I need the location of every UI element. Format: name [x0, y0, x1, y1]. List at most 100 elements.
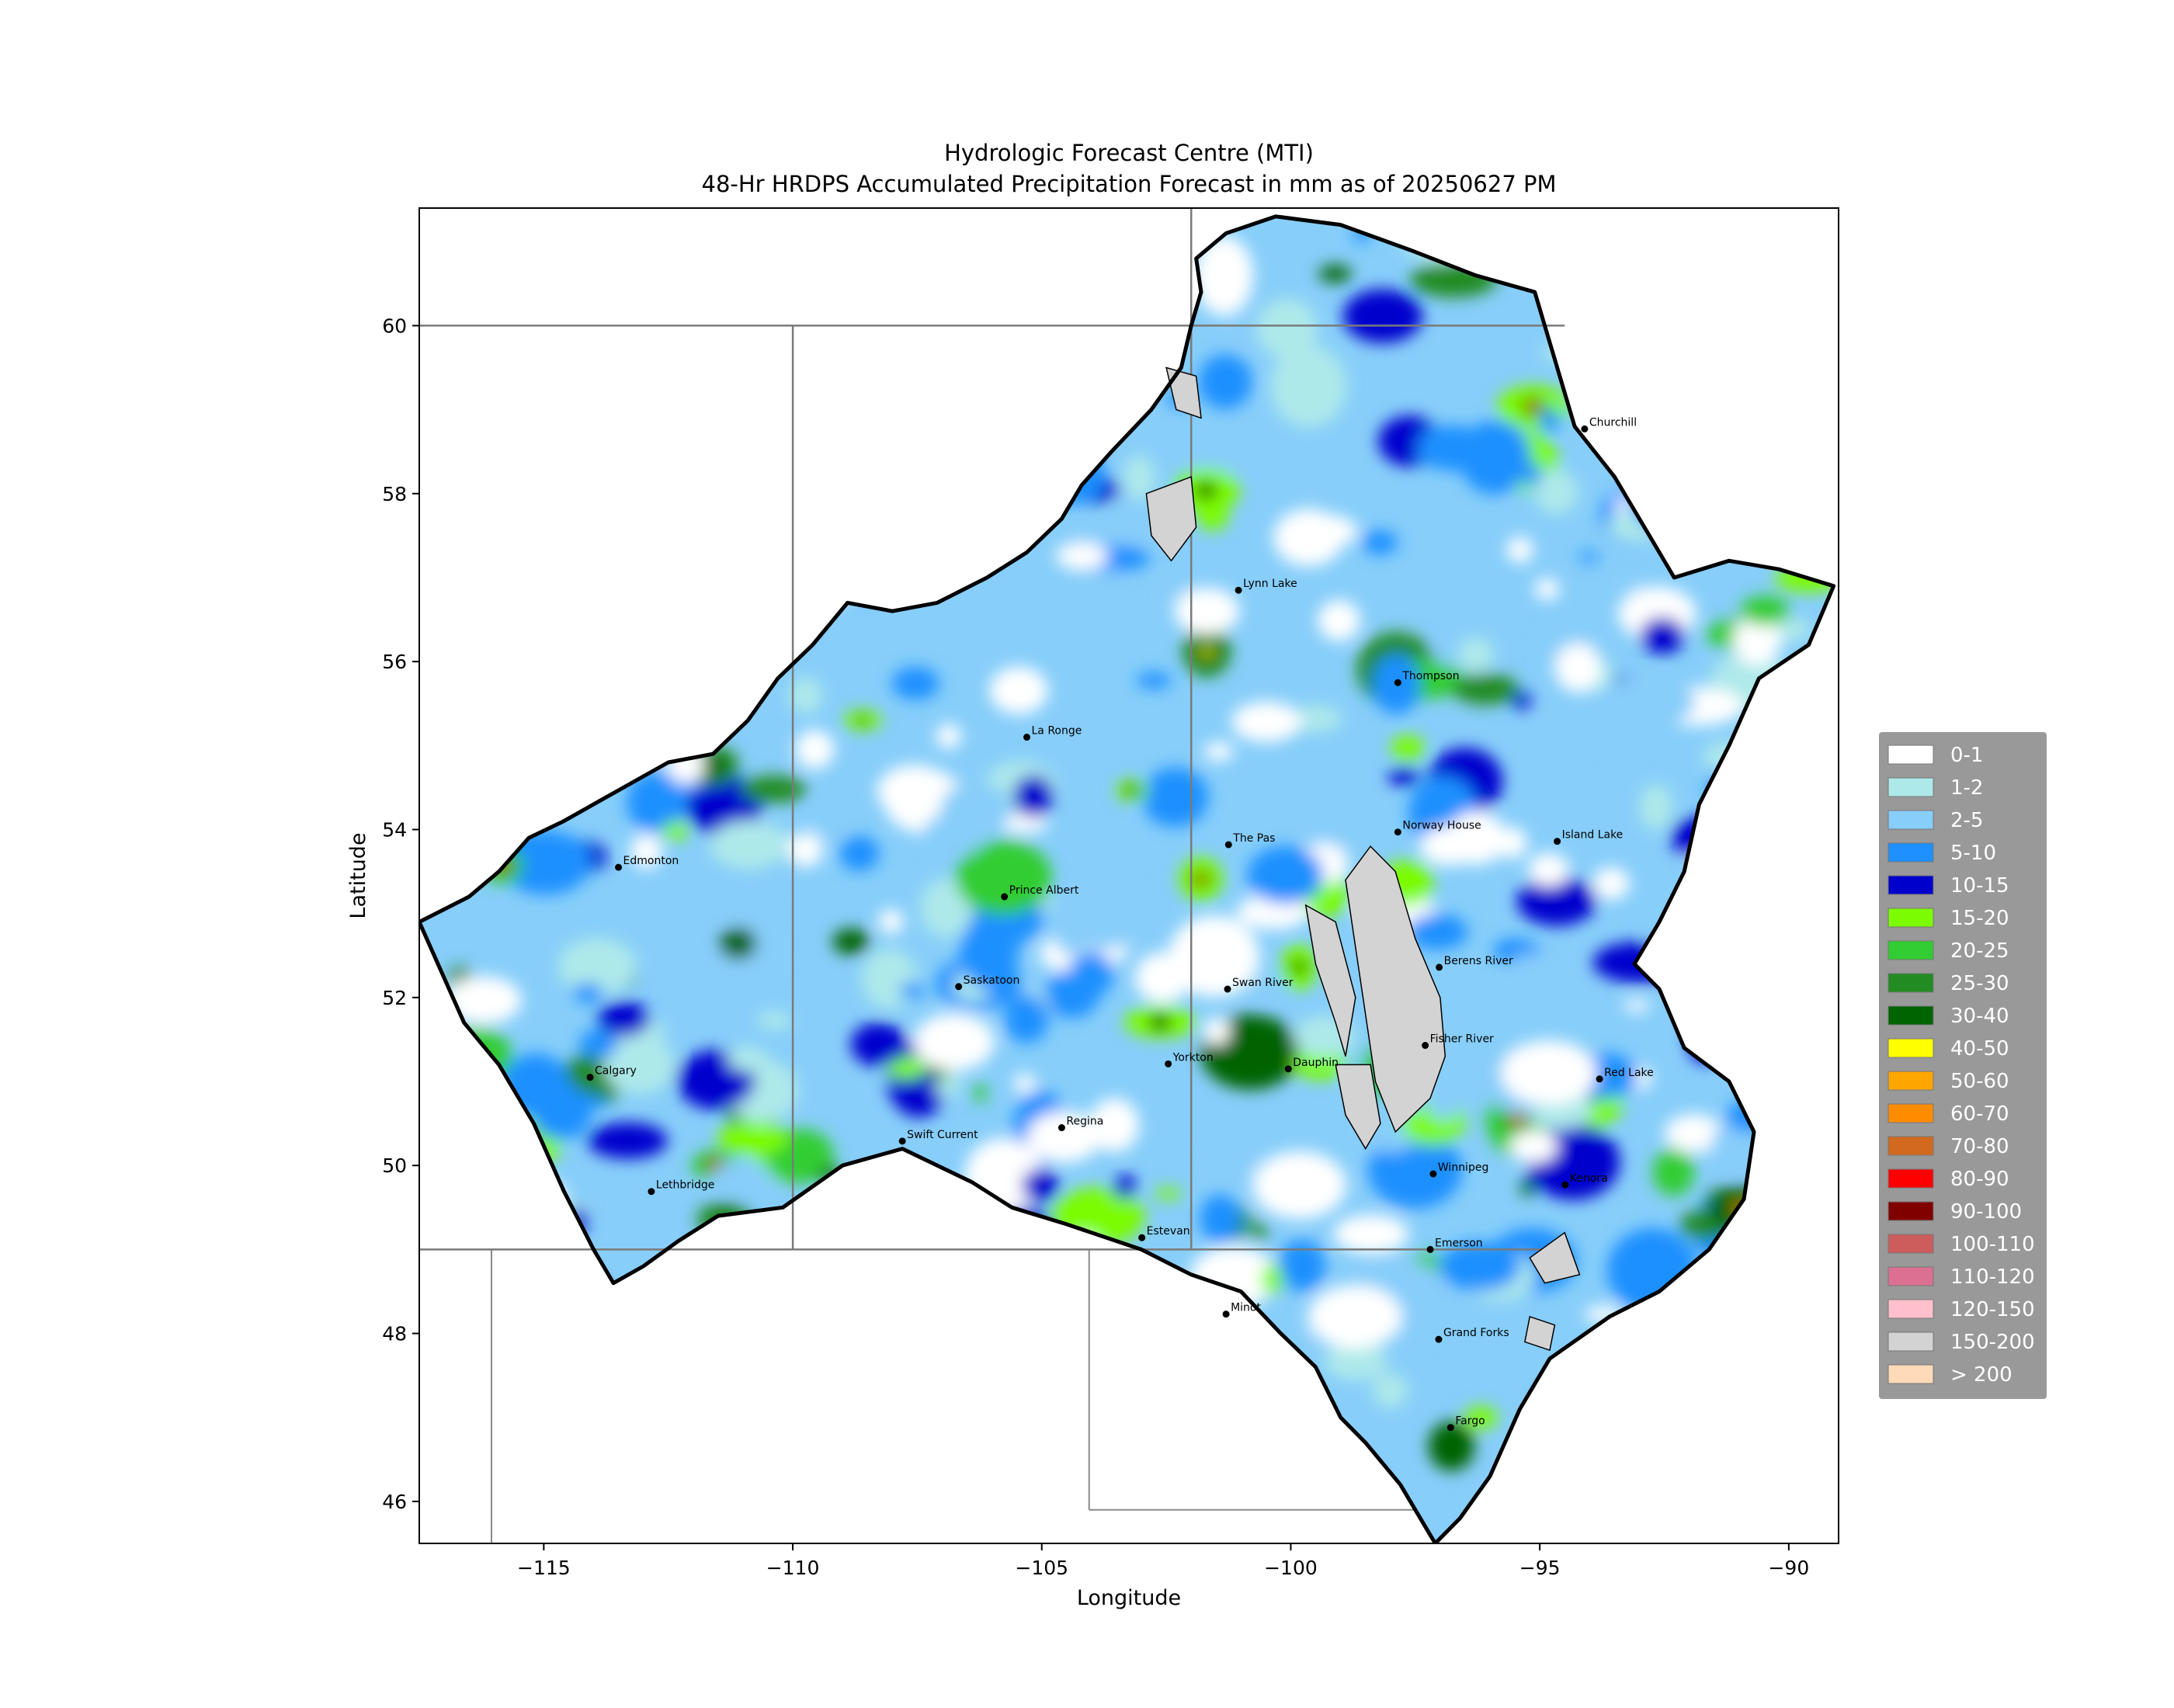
- legend-label: 150-200: [1950, 1331, 2035, 1354]
- x-tick-label: −105: [1015, 1557, 1068, 1579]
- precip-cell: [1278, 1240, 1326, 1292]
- city-dot: [615, 863, 623, 871]
- lake: [1165, 366, 1202, 419]
- precip-cell: [1417, 425, 1487, 471]
- precip-cell: [1387, 766, 1420, 786]
- city-swift-current: Swift Current: [898, 1129, 978, 1145]
- legend-background: [1879, 732, 2047, 1399]
- legend-swatch: [1887, 810, 1934, 830]
- precip-cell: [1603, 676, 1695, 728]
- precip-cell: [1207, 1146, 1257, 1176]
- legend-swatch: [1887, 1299, 1934, 1319]
- precip-core: [1290, 960, 1308, 974]
- legend-label: 60-70: [1950, 1102, 2009, 1126]
- y-tick-label: 52: [382, 987, 407, 1009]
- legend-swatch: [1887, 1168, 1934, 1189]
- y-tick-label: 58: [382, 483, 407, 505]
- city-label: Prince Albert: [1009, 884, 1079, 897]
- precip-cell: [1203, 741, 1234, 762]
- precip-cell: [597, 1001, 650, 1037]
- precip-cell: [922, 812, 987, 856]
- precip-cell: [1428, 1421, 1475, 1471]
- precip-cell: [1247, 845, 1324, 904]
- precip-cell: [886, 1056, 927, 1080]
- city-dot: [1436, 963, 1443, 971]
- y-tick-label: 56: [382, 651, 407, 673]
- legend-item: 30-40: [1887, 1005, 2009, 1028]
- title-line-1: Hydrologic Forecast Centre (MTI): [944, 140, 1314, 166]
- city-dot: [1057, 1124, 1065, 1132]
- lake: [1524, 1315, 1556, 1352]
- legend-label: 0-1: [1950, 744, 1983, 767]
- city-dauphin: Dauphin: [1284, 1057, 1339, 1073]
- city-yorkton: Yorkton: [1165, 1051, 1214, 1068]
- city-label: Swift Current: [907, 1129, 978, 1141]
- legend-item: 60-70: [1887, 1102, 2009, 1126]
- precip-cell: [1495, 827, 1527, 859]
- precip-cell: [740, 882, 766, 901]
- city-label: Norway House: [1402, 820, 1481, 832]
- city-fargo: Fargo: [1446, 1415, 1485, 1432]
- precip-cell: [1000, 814, 1049, 833]
- legend-swatch: [1887, 1266, 1934, 1286]
- precip-cell: [1625, 580, 1640, 592]
- legend-label: 20-25: [1950, 939, 2009, 963]
- city-label: Fisher River: [1430, 1033, 1494, 1046]
- x-tick-label: −110: [766, 1557, 820, 1579]
- city-dot: [648, 1188, 655, 1196]
- city-label: Saskatoon: [964, 974, 1020, 987]
- city-churchill: Churchill: [1581, 417, 1637, 433]
- city-island-lake: Island Lake: [1554, 829, 1623, 845]
- city-label: La Ronge: [1032, 725, 1082, 738]
- precip-cell: [720, 898, 772, 928]
- legend-swatch: [1887, 1136, 1934, 1156]
- city-calgary: Calgary: [586, 1065, 637, 1081]
- legend-label: 10-15: [1950, 874, 2009, 897]
- precip-cell: [1200, 1194, 1241, 1243]
- precip-core: [1124, 784, 1141, 797]
- precip-cell: [1203, 1017, 1231, 1046]
- legend-item: 150-200: [1887, 1331, 2035, 1354]
- precip-cell: [1198, 354, 1252, 409]
- city-label: Berens River: [1444, 955, 1513, 967]
- precip-cell: [1579, 551, 1599, 563]
- x-tick-label: −95: [1519, 1557, 1561, 1579]
- precip-cell: [1458, 637, 1494, 674]
- legend-label: 30-40: [1950, 1005, 2009, 1028]
- precip-cell: [1711, 1120, 1752, 1174]
- precip-cell: [1251, 974, 1283, 996]
- city-dot: [1224, 985, 1231, 993]
- legend-swatch: [1887, 745, 1934, 765]
- precip-core: [844, 936, 858, 947]
- precip-cell: [1068, 951, 1114, 998]
- city-prince-albert: Prince Albert: [1001, 884, 1079, 901]
- precip-cell: [1021, 1168, 1060, 1203]
- legend-item: 2-5: [1887, 809, 1983, 832]
- precip-cell: [1361, 530, 1398, 555]
- precip-cell: [1295, 514, 1358, 548]
- legend-item: 50-60: [1887, 1070, 2009, 1093]
- city-minot: Minot: [1222, 1302, 1261, 1318]
- precip-cell: [989, 666, 1048, 715]
- precip-cell: [1488, 613, 1512, 627]
- legend-swatch: [1887, 875, 1934, 895]
- city-label: Swan River: [1232, 977, 1294, 989]
- legend-item: 0-1: [1887, 744, 1983, 767]
- precip-cell: [572, 982, 603, 1003]
- precip-cell: [1732, 615, 1781, 666]
- city-label: Fargo: [1455, 1415, 1485, 1428]
- legend-label: 5-10: [1950, 842, 1996, 865]
- y-tick-label: 60: [382, 314, 407, 337]
- precip-cell: [1136, 672, 1172, 689]
- legend-swatch: [1887, 1234, 1934, 1254]
- city-label: Lynn Lake: [1243, 578, 1297, 590]
- precip-peak: [1512, 1114, 1524, 1124]
- city-label: Grand Forks: [1443, 1327, 1509, 1339]
- lake: [1529, 1231, 1581, 1284]
- title-line-2: 48-Hr HRDPS Accumulated Precipitation Fo…: [702, 171, 1557, 197]
- city-dot: [1001, 893, 1009, 901]
- city-dot: [1224, 841, 1232, 849]
- precip-cell: [444, 976, 522, 1025]
- city-dot: [1023, 734, 1031, 741]
